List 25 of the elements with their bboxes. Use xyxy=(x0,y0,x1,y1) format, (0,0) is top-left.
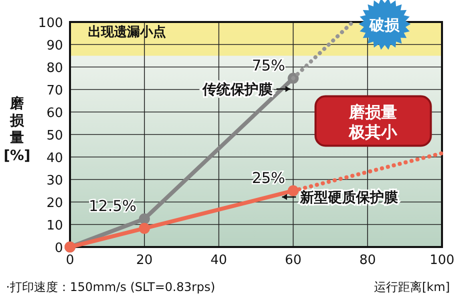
point xyxy=(138,213,150,224)
y-axis-title: 磨损量[%] xyxy=(4,95,30,164)
y-tick-label: 30 xyxy=(46,174,63,188)
x-tick-label: 60 xyxy=(284,253,302,268)
x-tick-label: 40 xyxy=(210,253,228,268)
y-tick-label: 40 xyxy=(46,151,63,166)
y-tick-label: 70 xyxy=(46,84,63,98)
x-tick-label: 80 xyxy=(359,253,376,268)
y-tick-label: 80 xyxy=(46,61,63,76)
x-tick-label: 20 xyxy=(136,253,153,268)
y-tick-label: 20 xyxy=(46,196,63,211)
y-tick-label: 50 xyxy=(46,128,63,144)
y-tick-label: 0 xyxy=(54,241,63,256)
y-tick-label: 100 xyxy=(38,16,63,31)
annotation: 破损 xyxy=(368,16,401,34)
x-tick-label: 100 xyxy=(430,253,454,268)
y-tick-label: 60 xyxy=(46,106,63,121)
y-tick-label: 90 xyxy=(46,38,63,54)
text: ·打印速度：150mm/s (SLT=0.83rps) xyxy=(6,280,216,294)
x-tick-label: 0 xyxy=(66,253,74,268)
annotation: 磨损量极其小 xyxy=(348,102,398,142)
annotation: 12.5% xyxy=(88,196,136,215)
x-axis-title: 运行距离[km] xyxy=(374,280,450,294)
point xyxy=(138,222,150,234)
y-tick-label: 10 xyxy=(46,218,63,234)
